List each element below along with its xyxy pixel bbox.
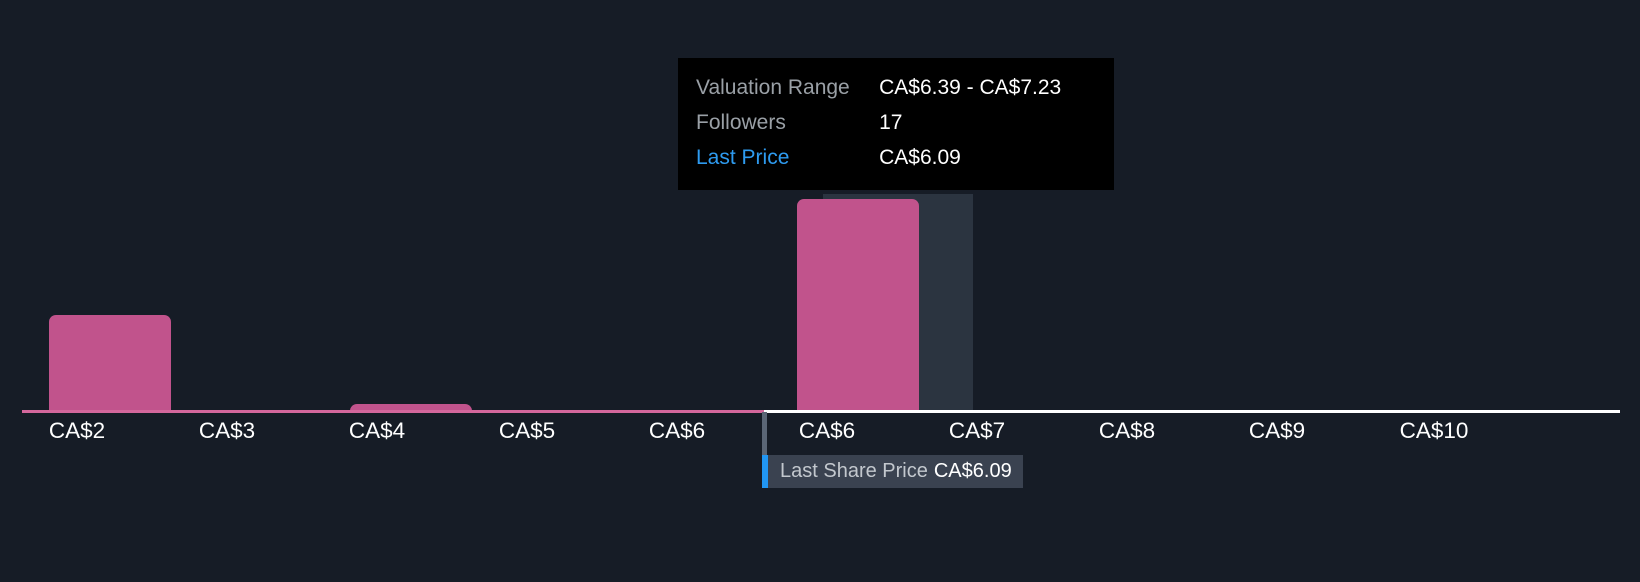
tooltip-value-valuation-range: CA$6.39 - CA$7.23 (879, 76, 1062, 99)
bar-ca2[interactable] (49, 315, 171, 412)
bar-ca4[interactable] (350, 404, 472, 412)
last-share-price-value: CA$6.09 (933, 460, 1012, 482)
last-price-cursor-line (762, 412, 767, 455)
x-tick-2: CA$4 (348, 418, 406, 443)
tooltip-row-followers: Followers 17 (696, 109, 1096, 144)
x-tick-3: CA$5 (498, 418, 556, 443)
x-tick-8: CA$9 (1248, 418, 1306, 443)
axis-baseline (22, 410, 1620, 413)
chart-tooltip: Valuation Range CA$6.39 - CA$7.23 Follow… (678, 58, 1114, 190)
plot-area[interactable] (0, 0, 1640, 412)
x-tick-6: CA$7 (948, 418, 1006, 443)
last-share-price-badge: Last Share Price CA$6.09 (762, 455, 1023, 488)
tooltip-key-valuation-range: Valuation Range (696, 76, 850, 99)
tooltip-table: Valuation Range CA$6.39 - CA$7.23 Follow… (696, 74, 1096, 172)
x-tick-7: CA$8 (1098, 418, 1156, 443)
tooltip-row-last-price: Last Price CA$6.09 (696, 144, 1096, 172)
badge-accent-bar (762, 455, 768, 488)
tooltip-value-followers: 17 (879, 111, 903, 134)
tooltip-row-valuation-range: Valuation Range CA$6.39 - CA$7.23 (696, 74, 1096, 109)
x-axis: CA$2 CA$3 CA$4 CA$5 CA$6 CA$6 CA$7 CA$8 … (0, 414, 1640, 454)
bar-ca6-highlighted[interactable] (797, 199, 919, 412)
tooltip-key-followers: Followers (696, 111, 786, 134)
x-tick-5: CA$6 (798, 418, 856, 443)
x-tick-1: CA$3 (198, 418, 256, 443)
x-tick-4: CA$6 (648, 418, 706, 443)
tooltip-value-last-price: CA$6.09 (879, 146, 961, 169)
last-share-price-label: Last Share Price (780, 460, 928, 482)
x-tick-0: CA$2 (48, 418, 106, 443)
tooltip-key-last-price: Last Price (696, 146, 790, 169)
axis-baseline-pink-segment (22, 410, 764, 413)
x-tick-9: CA$10 (1399, 418, 1469, 443)
